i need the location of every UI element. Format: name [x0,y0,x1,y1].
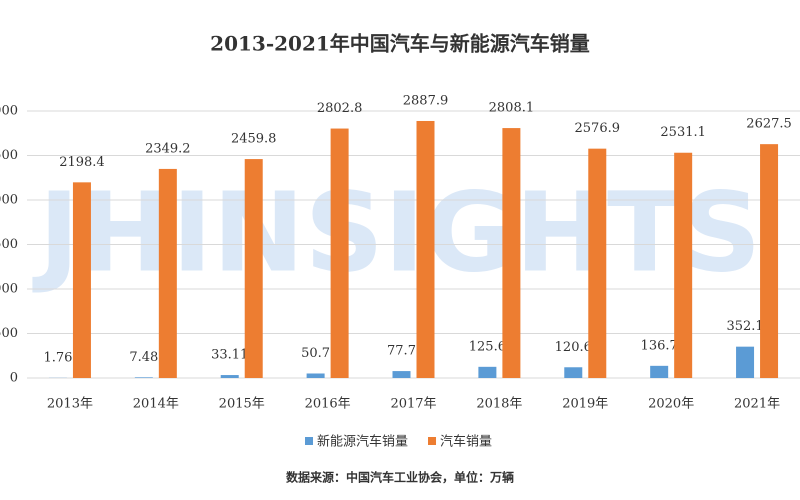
bar [564,367,583,378]
value-label: 2531.1 [660,125,706,140]
bar [330,128,349,378]
y-tick-label: 1500 [0,237,18,252]
bar [134,377,153,378]
value-label: 2576.9 [575,121,621,136]
value-label: 2198.4 [59,155,105,170]
legend-label: 新能源汽车销量 [317,434,408,450]
bar [392,371,411,378]
legend-label: 汽车销量 [440,434,492,450]
value-label: 2887.9 [403,93,449,108]
value-label: 2808.1 [489,101,535,116]
bar [760,144,779,378]
source-note: 数据来源：中国汽车工业协会，单位：万辆 [286,470,514,485]
value-label: 2802.8 [317,101,363,116]
x-tick-label: 2017年 [390,397,436,412]
value-label: 2349.2 [145,141,191,156]
bar [158,168,177,378]
value-label: 136.7 [641,338,678,353]
x-tick-label: 2013年 [47,397,93,412]
x-tick-label: 2015年 [219,397,265,412]
bar [650,365,669,378]
y-tick-label: 500 [0,326,18,341]
bar [478,366,497,378]
value-label: 2459.8 [231,132,277,147]
bar [588,148,607,378]
bar [674,152,693,378]
legend-swatch [305,437,313,445]
value-label: 77.7 [387,344,416,359]
bar [736,346,755,378]
x-tick-label: 2021年 [734,397,780,412]
value-label: 33.11 [211,348,248,363]
x-tick-label: 2019年 [562,397,608,412]
value-label: 125.6 [469,339,506,354]
x-tick-label: 2018年 [476,397,522,412]
y-tick-label: 2500 [0,148,18,163]
bar [306,373,325,378]
bar [72,182,91,378]
y-tick-label: 3000 [0,104,18,119]
value-label: 50.7 [301,346,330,361]
value-label: 120.6 [555,340,592,355]
y-tick-label: 2000 [0,193,18,208]
x-tick-label: 2020年 [648,397,694,412]
value-label: 1.76 [43,350,72,365]
x-tick-label: 2016年 [305,397,351,412]
chart-title: 2013-2021年中国汽车与新能源汽车销量 [210,32,590,56]
bar [416,120,435,378]
bar [244,159,263,378]
bar [502,128,521,378]
value-label: 352.1 [726,319,763,334]
value-label: 2627.5 [746,117,792,132]
bar [220,375,239,378]
x-tick-label: 2014年 [133,397,179,412]
watermark: JHINSIGHTS [32,168,762,296]
legend-swatch [428,437,437,445]
y-tick-label: 0 [10,371,18,386]
y-tick-label: 1000 [0,282,18,297]
value-label: 7.48 [129,350,158,365]
